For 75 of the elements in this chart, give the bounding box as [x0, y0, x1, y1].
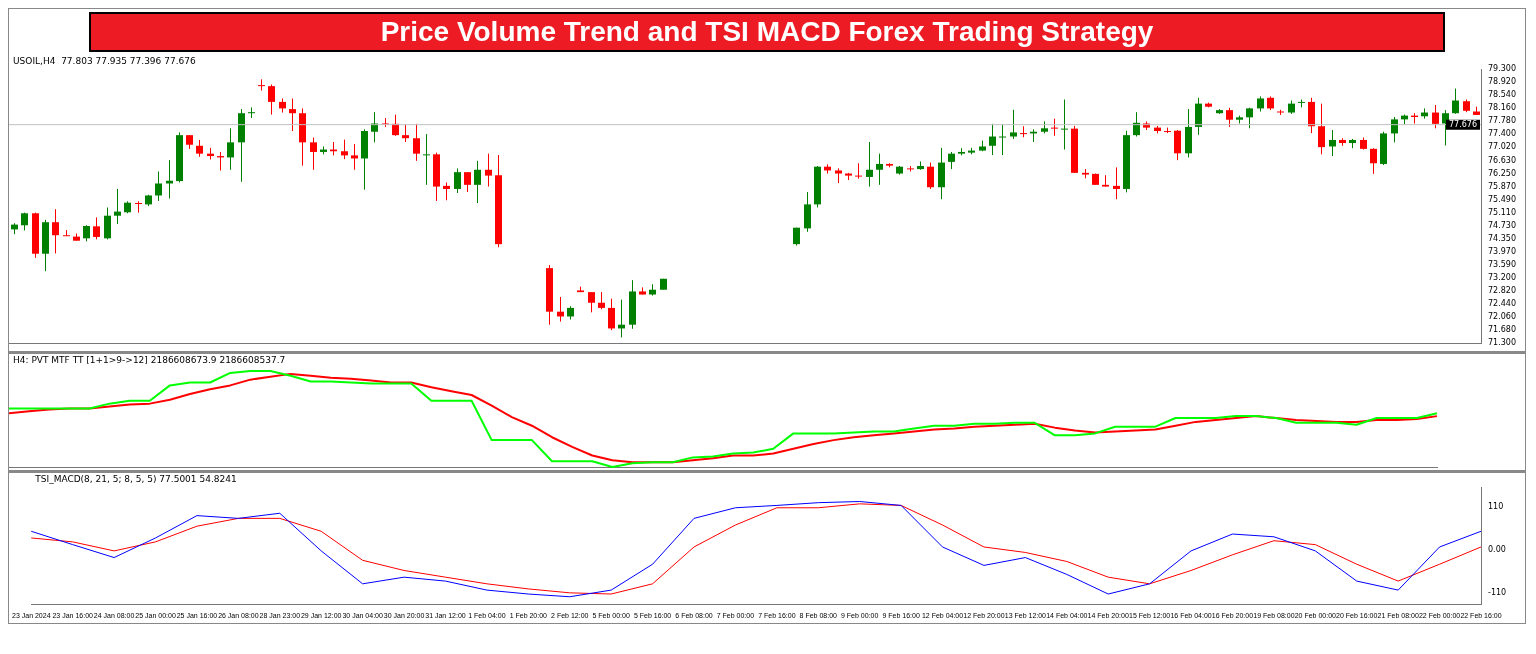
y-tick-label: 72.820 [1488, 286, 1516, 296]
candlestick [268, 83, 275, 116]
y-tick-label: 71.680 [1488, 325, 1516, 335]
y-tick-label: 0.00 [1488, 544, 1506, 554]
candlestick [371, 111, 378, 143]
candlestick [989, 123, 996, 156]
candlestick [1329, 129, 1336, 157]
candlestick [464, 171, 471, 193]
ref-line-label: 77.676 [1449, 119, 1478, 129]
y-tick-label: 72.060 [1488, 312, 1516, 322]
candlestick [1174, 129, 1181, 161]
candlestick [1195, 97, 1202, 136]
candlestick [248, 106, 255, 119]
y-tick-label: 78.540 [1488, 90, 1516, 100]
candlestick [1318, 103, 1325, 155]
y-tick-label: 71.300 [1488, 338, 1516, 348]
y-tick-label: 78.160 [1488, 103, 1516, 113]
candlestick [485, 153, 492, 188]
candlestick [227, 127, 234, 171]
candlestick [341, 139, 348, 160]
candlestick [999, 124, 1006, 156]
candlestick [866, 141, 873, 188]
text: TSI_MACD(8, 21, 5; 8, 5, 5) 77.5001 54.8241 [34, 473, 237, 484]
candlestick [608, 298, 615, 331]
candlestick [310, 137, 317, 171]
candlestick [876, 153, 883, 186]
candlestick [804, 191, 811, 233]
y-tick-label: 77.400 [1488, 129, 1516, 139]
candlestick [1020, 125, 1027, 138]
y-tick-label: 73.200 [1488, 273, 1516, 283]
y-tick-label: 76.630 [1488, 155, 1516, 165]
candlestick [1133, 111, 1140, 138]
y-tick-label: 75.110 [1488, 207, 1516, 217]
y-tick-label: 74.730 [1488, 220, 1516, 230]
candlestick [104, 206, 111, 240]
text: H4: PVT MTF TT [1+1>9->12] 2186608673.9 2186608537.7 [13, 354, 286, 365]
candlestick [927, 162, 934, 190]
y-tick-label: 77.020 [1488, 142, 1516, 152]
y-tick-label: -110 [1488, 587, 1507, 597]
candlestick [1226, 107, 1233, 128]
text: USOIL,H4 77.803 77.935 77.396 77.676 [13, 55, 196, 66]
candlestick [588, 291, 595, 313]
y-tick-label: 79.300 [1488, 64, 1516, 74]
candlestick [423, 133, 430, 186]
candlestick [1113, 166, 1120, 200]
candlestick [1102, 174, 1109, 188]
candlestick [855, 162, 862, 180]
candlestick [1370, 147, 1377, 175]
candlestick [1061, 99, 1068, 151]
candlestick [1432, 104, 1439, 129]
candlestick [52, 208, 59, 254]
y-tick-label: 110 [1488, 501, 1504, 511]
y-tick-label: 75.870 [1488, 181, 1516, 191]
candlestick [289, 97, 296, 132]
y-tick-label: 76.250 [1488, 168, 1516, 178]
candlestick [1010, 109, 1017, 140]
candlestick [114, 188, 121, 225]
candlestick [93, 216, 100, 240]
y-tick-label: 78.920 [1488, 77, 1516, 87]
candlestick [258, 78, 265, 92]
y-tick-label: 75.490 [1488, 194, 1516, 204]
candlestick [351, 143, 358, 171]
candlestick [155, 170, 162, 202]
y-tick-label: 72.440 [1488, 299, 1516, 309]
candlestick [1452, 88, 1459, 115]
y-tick-label: 73.590 [1488, 259, 1516, 269]
candlestick [474, 160, 481, 204]
candlestick [413, 123, 420, 162]
candlestick [135, 200, 142, 214]
chart-title: Price Volume Trend and TSI MACD Forex Trading Strategy [89, 12, 1445, 52]
y-tick-label: 77.780 [1488, 116, 1516, 126]
y-tick-label: 73.970 [1488, 246, 1516, 256]
candlestick [454, 167, 461, 194]
y-tick-label: 74.350 [1488, 233, 1516, 243]
candlestick [1391, 116, 1398, 143]
